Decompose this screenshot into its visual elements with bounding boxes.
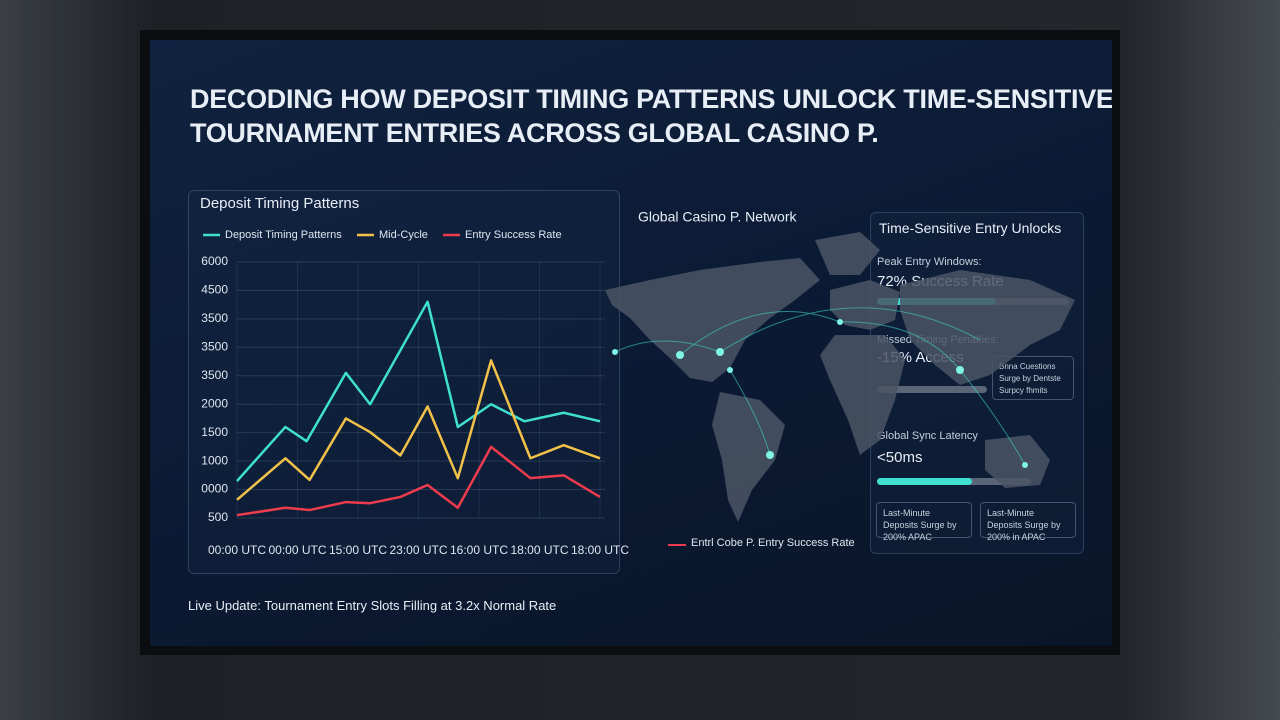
headline-line: TOURNAMENT ENTRIES ACROSS GLOBAL CASINO … [190, 118, 879, 148]
latency-value: <50ms [877, 449, 923, 466]
node [676, 351, 684, 359]
note-card: Bnna Cuestions Surge by Dentste Surpcy f… [992, 356, 1074, 400]
apac-card: Last-Minute Deposits Surge by 200% in AP… [980, 502, 1076, 542]
latency-bar-fill [877, 478, 973, 485]
arc [719, 307, 981, 353]
apac-card: Last-Minute Deposits Surge by 200% APAC [876, 502, 972, 542]
node [612, 349, 618, 355]
node [766, 451, 774, 459]
y-tick-label: 3500 [201, 368, 228, 382]
asia [900, 270, 1075, 385]
australia [985, 435, 1050, 488]
africa [820, 335, 905, 455]
unlock-panel [870, 212, 1084, 554]
x-tick-label: 18:00 UTC [571, 543, 629, 557]
legend-label: Mid-Cycle [379, 229, 428, 241]
arc [959, 369, 1026, 466]
chart-title: Deposit Timing Patterns [200, 195, 359, 212]
y-tick-label: 1000 [201, 453, 228, 467]
arc [614, 340, 721, 353]
latency-label: Global Sync Latency [877, 430, 978, 442]
y-tick-label: 6000 [201, 254, 228, 268]
y-tick-label: 1500 [201, 425, 228, 439]
x-tick-label: 16:00 UTC [450, 543, 508, 557]
latency-bar [877, 478, 1031, 485]
y-tick-label: 2000 [201, 396, 228, 410]
network-arcs [614, 307, 1026, 466]
node [1022, 462, 1028, 468]
live-update: Live Update: Tournament Entry Slots Fill… [188, 598, 557, 613]
arc [729, 369, 771, 456]
legend-label: Entry Success Rate [465, 229, 562, 241]
y-tick-label: 500 [208, 510, 228, 524]
headline: DECODING HOW DEPOSIT TIMING PATTERNS UNL… [190, 82, 1112, 150]
x-tick-label: 23:00 UTC [389, 543, 447, 557]
node [956, 366, 964, 374]
y-tick-label: 3500 [201, 340, 228, 354]
node [716, 348, 724, 356]
map-legend: Entrl Cobe P. Entry Success Rate [691, 537, 855, 549]
series-line [236, 300, 601, 482]
x-tick-label: 15:00 UTC [329, 543, 387, 557]
north-america [605, 258, 820, 382]
world-map [605, 232, 1075, 522]
greenland [815, 232, 880, 275]
panel-title: Time-Sensitive Entry Unlocks [879, 220, 1062, 236]
europe [830, 280, 900, 330]
x-tick-label: 00:00 UTC [208, 543, 266, 557]
x-tick-label: 18:00 UTC [510, 543, 568, 557]
series-line [236, 359, 601, 501]
node [727, 367, 733, 373]
x-tick-label: 00:00 UTC [268, 543, 326, 557]
headline-line: DECODING HOW DEPOSIT TIMING PATTERNS UNL… [190, 84, 1112, 114]
missed-bar [877, 386, 987, 393]
node [837, 319, 843, 325]
chart-card [188, 190, 620, 574]
map-title: Global Casino P. Network [638, 209, 797, 225]
arc [679, 311, 841, 356]
legend-label: Deposit Timing Patterns [225, 229, 342, 241]
arc [839, 321, 961, 371]
y-tick-label: 3500 [201, 311, 228, 325]
peak-label: Peak Entry Windows: [877, 256, 982, 268]
y-tick-label: 0000 [201, 482, 228, 496]
y-tick-label: 4500 [201, 283, 228, 297]
south-america [712, 392, 785, 522]
network-nodes [612, 319, 1028, 468]
series-line [236, 445, 601, 517]
